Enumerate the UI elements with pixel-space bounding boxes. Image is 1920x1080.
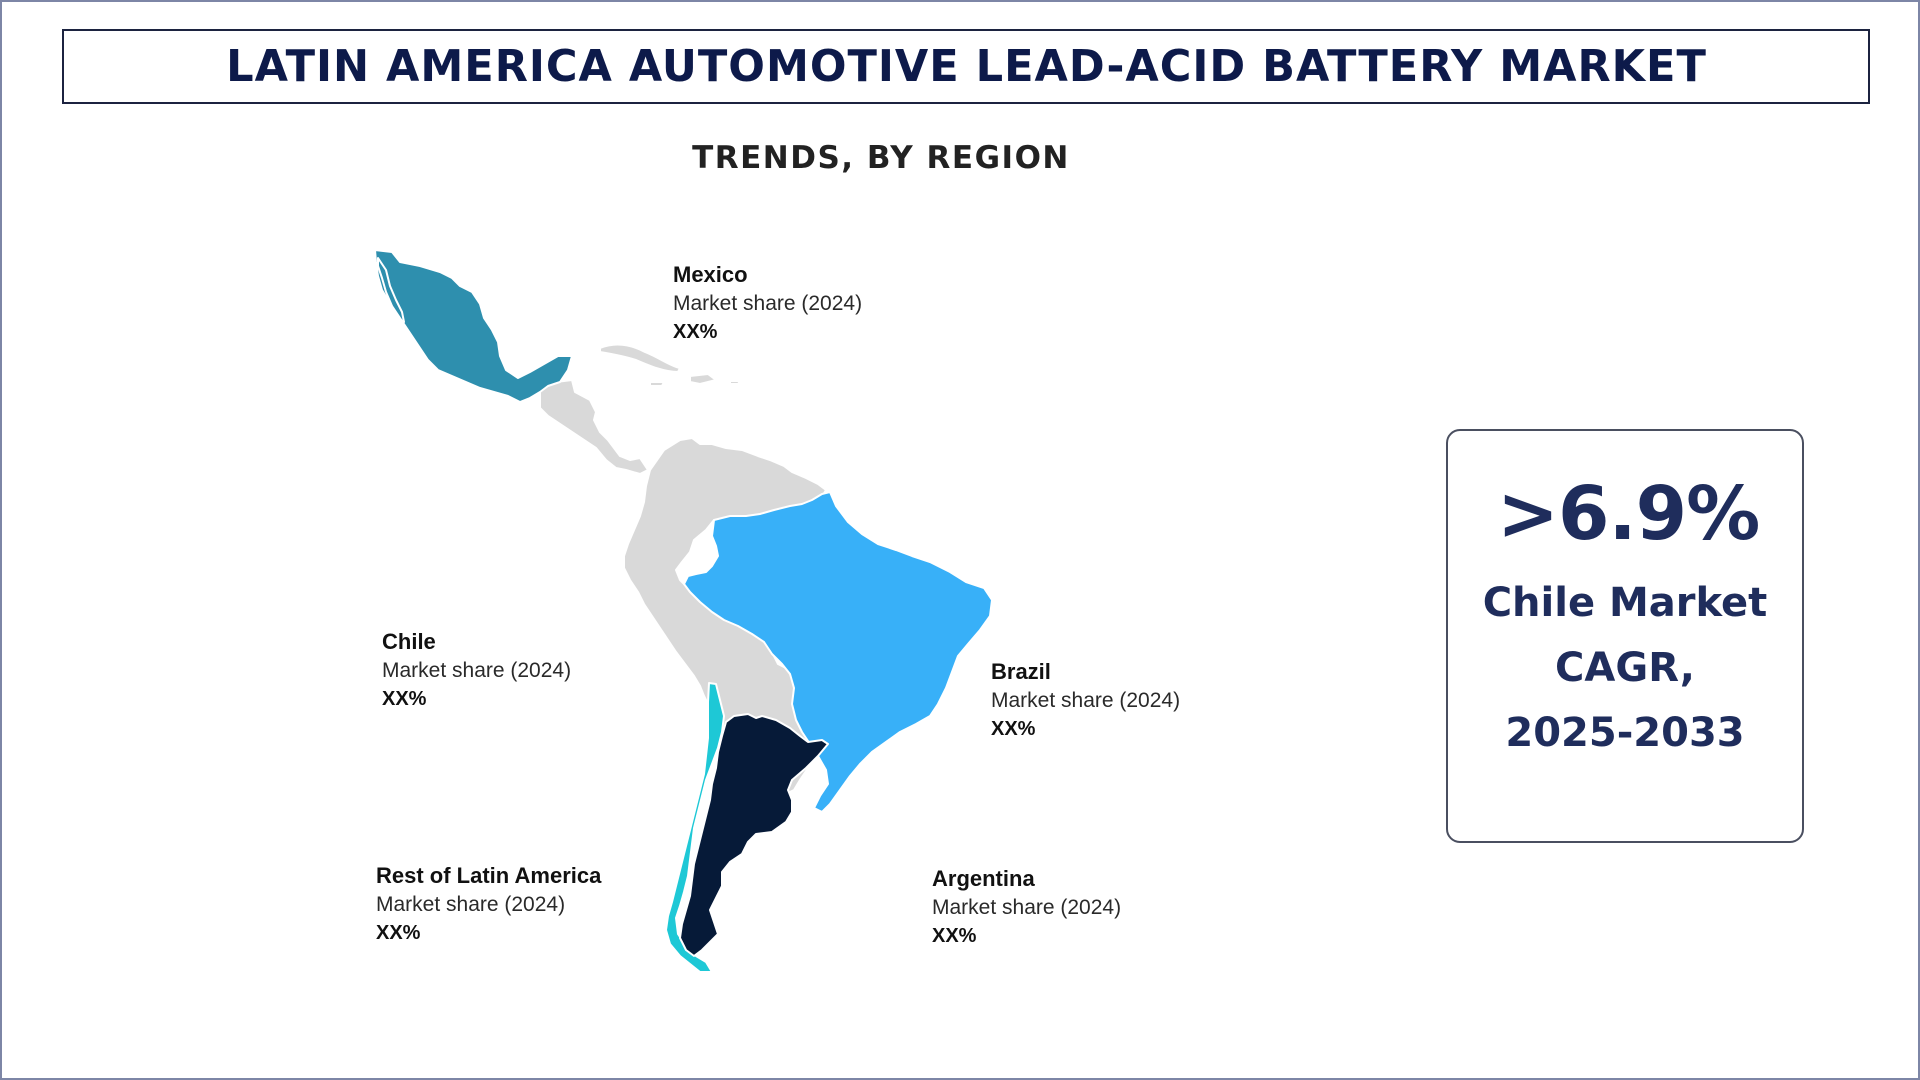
page-title: LATIN AMERICA AUTOMOTIVE LEAD-ACID BATTE… xyxy=(225,41,1707,92)
map-region-brazil xyxy=(683,491,993,813)
region-name: Argentina xyxy=(932,866,1035,891)
map-region-argentina xyxy=(679,713,829,957)
region-name: Rest of Latin America xyxy=(376,863,602,888)
cagr-line-period: 2025-2033 xyxy=(1505,710,1745,756)
region-label-rest-of-latin-america: Rest of Latin America Market share (2024… xyxy=(376,861,601,947)
latin-america-map xyxy=(374,249,993,973)
region-metric: Market share (2024) xyxy=(932,896,1122,919)
map-region-central-america xyxy=(539,379,649,475)
region-name: Brazil xyxy=(991,659,1051,684)
title-banner: LATIN AMERICA AUTOMOTIVE LEAD-ACID BATTE… xyxy=(62,29,1870,104)
region-name: Mexico xyxy=(673,262,748,287)
region-metric: Market share (2024) xyxy=(673,292,863,315)
cagr-highlight-card: >6.9% Chile Market CAGR, 2025-2033 xyxy=(1446,429,1804,843)
region-name: Chile xyxy=(382,629,436,654)
map-region-caribbean xyxy=(599,343,741,387)
region-metric: Market share (2024) xyxy=(991,689,1181,712)
map-region-chile xyxy=(665,682,725,973)
region-value: XX% xyxy=(932,925,977,947)
region-label-mexico: Mexico Market share (2024) XX% xyxy=(673,260,862,346)
region-value: XX% xyxy=(376,922,421,944)
section-subtitle: TRENDS, BY REGION xyxy=(692,140,1070,176)
region-value: XX% xyxy=(382,688,427,710)
cagr-line-metric: CAGR, xyxy=(1555,645,1695,691)
region-value: XX% xyxy=(991,718,1036,740)
region-label-argentina: Argentina Market share (2024) XX% xyxy=(932,864,1121,950)
region-metric: Market share (2024) xyxy=(382,659,572,682)
map-region-mexico xyxy=(374,249,573,403)
region-value: XX% xyxy=(673,321,718,343)
cagr-line-market: Chile Market xyxy=(1482,580,1768,626)
region-metric: Market share (2024) xyxy=(376,893,566,916)
cagr-value: >6.9% xyxy=(1497,471,1760,557)
region-label-chile: Chile Market share (2024) XX% xyxy=(382,627,571,713)
region-label-brazil: Brazil Market share (2024) XX% xyxy=(991,657,1180,743)
cagr-description: Chile Market CAGR, 2025-2033 xyxy=(1448,571,1802,766)
